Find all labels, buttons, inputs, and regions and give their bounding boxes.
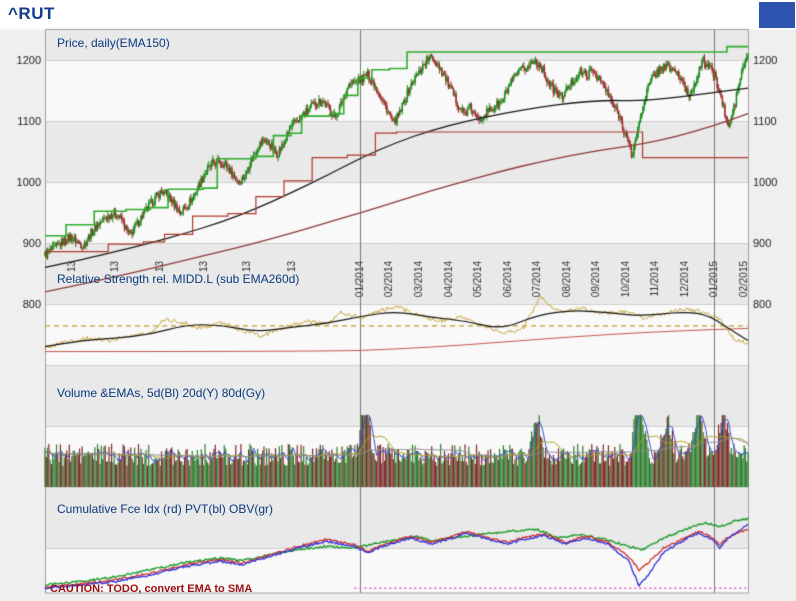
rs-panel-label: Relative Strength rel. MIDD.L (sub EMA26… (57, 272, 300, 286)
price-panel-label: Price, daily(EMA150) (57, 36, 170, 50)
caution-note: CAUTION: TODO, convert EMA to SMA (50, 583, 253, 595)
volume-panel-label: Volume &EMAs, 5d(Bl) 20d(Y) 80d(Gy) (57, 386, 266, 400)
corner-button[interactable] (759, 2, 795, 28)
symbol-title: ^RUT (8, 4, 55, 23)
cumulative-panel-label: Cumulative Fce Idx (rd) PVT(bl) OBV(gr) (57, 502, 274, 516)
